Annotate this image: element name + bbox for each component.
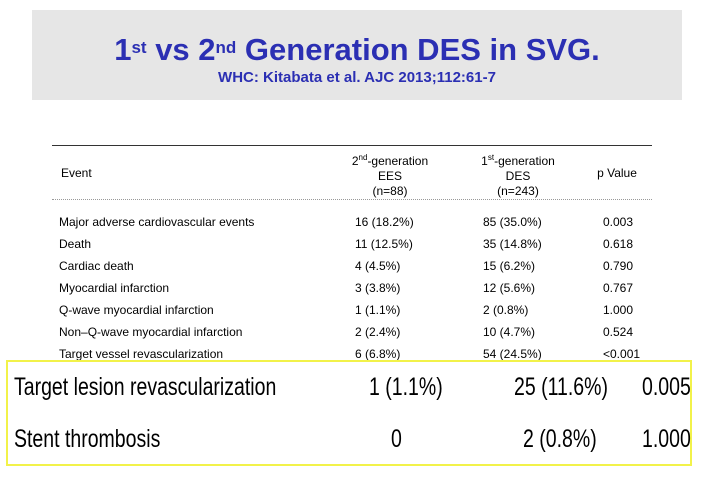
cell-ees: 1 (1.1%)	[355, 303, 401, 317]
cell-ees: 3 (3.8%)	[355, 281, 401, 295]
highlight-box	[6, 360, 692, 466]
cell-pvalue: 0.618	[603, 237, 634, 251]
cell-des: 2 (0.8%)	[483, 303, 529, 317]
cell-pvalue: 1.000	[603, 303, 634, 317]
cell-pvalue: 0.524	[603, 325, 634, 339]
cell-des: 10 (4.7%)	[483, 325, 536, 339]
column-header-event: Event	[61, 166, 92, 180]
cell-event: Cardiac death	[59, 259, 134, 273]
cell-event: Major adverse cardiovascular events	[59, 215, 255, 229]
highlighted-row: Stent thrombosis 0 2 (0.8%) 1.000	[0, 424, 711, 454]
cell-des: 35 (14.8%)	[483, 237, 542, 251]
cell-ees: 1 (1.1%)	[369, 373, 443, 401]
table-row: Death 11 (12.5%) 35 (14.8%) 0.618	[0, 236, 711, 252]
table-row: Myocardial infarction 3 (3.8%) 12 (5.6%) 0.…	[0, 280, 711, 296]
cell-event: Non–Q-wave myocardial infarction	[59, 325, 243, 339]
table-header-rule	[52, 199, 652, 200]
cell-ees: 16 (18.2%)	[355, 215, 414, 229]
cell-pvalue: 1.000	[642, 425, 691, 453]
cell-des: 85 (35.0%)	[483, 215, 542, 229]
cell-pvalue: 0.790	[603, 259, 634, 273]
column-header-ees: 2nd-generation EES (n=88)	[351, 153, 429, 198]
cell-des: 2 (0.8%)	[523, 425, 597, 453]
slide-title: 1st vs 2nd Generation DES in SVG.	[114, 32, 600, 67]
table-row: Non–Q-wave myocardial infarction 2 (2.4%)…	[0, 324, 711, 340]
table-top-rule	[52, 145, 652, 146]
column-header-des: 1st-generation DES (n=243)	[481, 153, 555, 198]
cell-des: 25 (11.6%)	[514, 373, 608, 401]
table-row: Q-wave myocardial infarction 1 (1.1%) 2 (0…	[0, 302, 711, 318]
table-row: Target vessel revascularization 6 (6.8%) 5…	[0, 346, 711, 362]
title-banner: 1st vs 2nd Generation DES in SVG. WHC: K…	[32, 10, 682, 100]
cell-event: Myocardial infarction	[59, 281, 170, 295]
cell-ees: 0	[391, 425, 402, 453]
cell-ees: 2 (2.4%)	[355, 325, 401, 339]
table-row: Cardiac death 4 (4.5%) 15 (6.2%) 0.790	[0, 258, 711, 274]
cell-des: 12 (5.6%)	[483, 281, 536, 295]
table-row: Major adverse cardiovascular events 16 (1…	[0, 214, 711, 230]
cell-event: Death	[59, 237, 92, 251]
cell-des: 54 (24.5%)	[483, 347, 542, 361]
cell-event: Target vessel revascularization	[59, 347, 224, 361]
cell-ees: 11 (12.5%)	[355, 237, 413, 251]
cell-pvalue: 0.767	[603, 281, 634, 295]
cell-pvalue: <0.001	[603, 347, 641, 361]
cell-event: Q-wave myocardial infarction	[59, 303, 214, 317]
cell-des: 15 (6.2%)	[483, 259, 536, 273]
cell-ees: 4 (4.5%)	[355, 259, 401, 273]
cell-event: Stent thrombosis	[14, 425, 161, 453]
cell-event: Target lesion revascularization	[14, 373, 277, 401]
cell-pvalue: 0.005	[642, 373, 691, 401]
column-header-pvalue: p Value	[597, 166, 637, 180]
cell-ees: 6 (6.8%)	[355, 347, 401, 361]
slide-subtitle: WHC: Kitabata et al. AJC 2013;112:61-7	[218, 69, 496, 86]
highlighted-row: Target lesion revascularization 1 (1.1%) 2…	[0, 372, 711, 402]
cell-pvalue: 0.003	[603, 215, 634, 229]
